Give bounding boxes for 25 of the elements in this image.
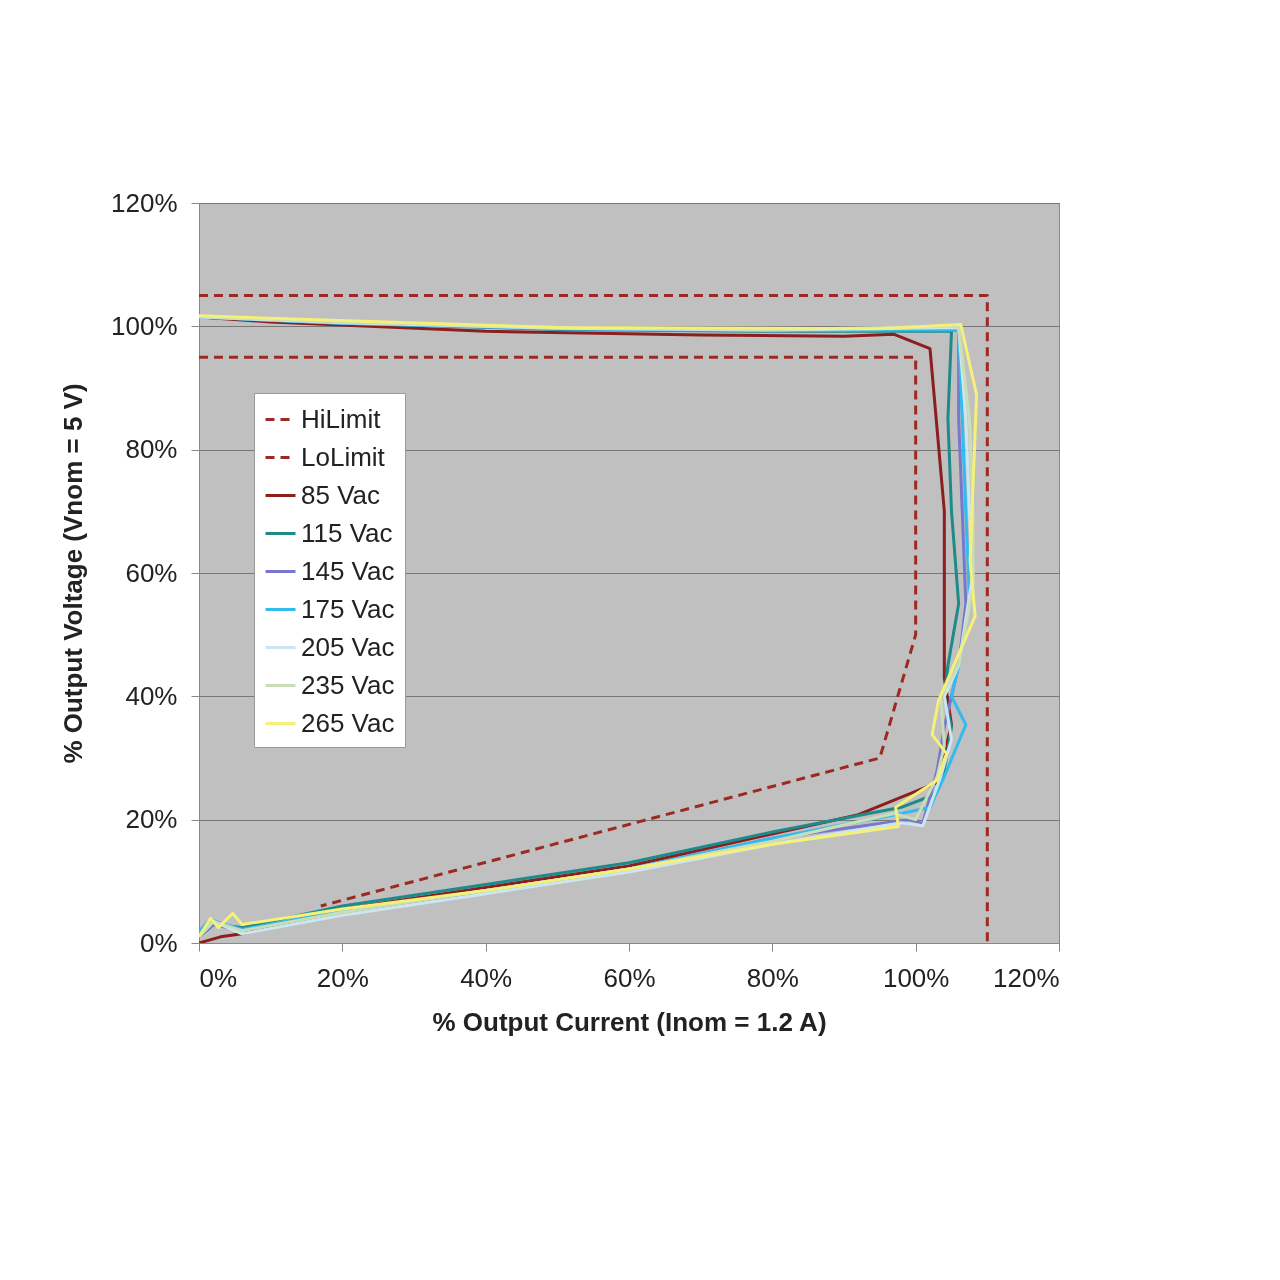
legend-label: HiLimit xyxy=(301,403,382,434)
y-tick-label: 80% xyxy=(125,434,178,465)
x-tick-label: 40% xyxy=(460,962,513,993)
x-tick-label: 120% xyxy=(993,962,1060,993)
x-tick-label: 0% xyxy=(199,962,238,993)
y-tick-label: 20% xyxy=(125,804,178,835)
legend-label: 115 Vac xyxy=(301,517,393,548)
legend-label: 175 Vac xyxy=(301,593,395,624)
y-axis-title: % Output Voltage (Vnom = 5 V) xyxy=(58,383,88,764)
legend-label: 85 Vac xyxy=(301,479,381,510)
x-tick-label: 80% xyxy=(746,962,799,993)
legend-label: 205 Vac xyxy=(301,631,395,662)
legend-label: LoLimit xyxy=(301,441,386,472)
legend-label: 145 Vac xyxy=(301,555,395,586)
legend-label: 235 Vac xyxy=(301,669,395,700)
y-tick-label: 40% xyxy=(125,680,178,711)
legend-label: 265 Vac xyxy=(301,707,395,738)
y-tick-label: 120% xyxy=(111,187,178,218)
x-tick-label: 20% xyxy=(316,962,369,993)
y-tick-label: 0% xyxy=(139,927,178,958)
x-tick-label: 60% xyxy=(603,962,656,993)
x-tick-label: 100% xyxy=(882,962,950,993)
x-axis-title: % Output Current (Inom = 1.2 A) xyxy=(432,1006,827,1037)
y-tick-label: 100% xyxy=(111,310,178,341)
y-tick-label: 60% xyxy=(125,557,178,588)
